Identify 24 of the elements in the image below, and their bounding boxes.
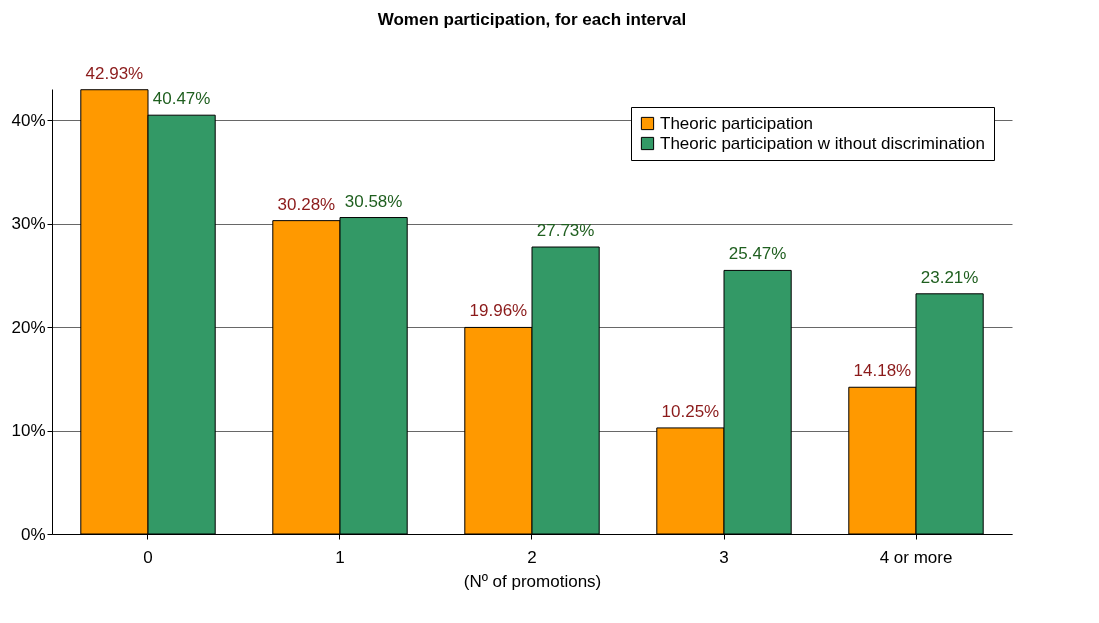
data-label: 27.73% [536,221,595,241]
y-tick-label: 10% [11,421,46,441]
x-tick-label: 2 [527,547,537,567]
data-label: 19.96% [469,301,528,321]
x-axis-title: (Nº of promotions) [463,571,602,591]
y-tick-label: 30% [11,214,46,234]
y-tick-label: 40% [11,110,46,130]
data-label: 30.58% [344,191,403,211]
data-label: 30.28% [277,194,336,214]
data-label: 25.47% [728,244,787,264]
data-label: 14.18% [853,361,912,381]
data-label: 10.25% [661,401,720,421]
x-tick-label: 3 [719,547,729,567]
x-tick-label: 4 or more [879,547,953,567]
y-tick-label: 20% [11,317,46,337]
legend-label: Theoric participation [660,113,814,133]
legend-label: Theoric participation w ithout discrimination [660,133,986,153]
y-tick-label: 0% [20,524,46,544]
chart-title: Women participation, for each interval [377,9,687,29]
x-tick-label: 1 [335,547,345,567]
data-label: 42.93% [85,63,144,83]
data-label: 40.47% [152,89,211,109]
data-label: 23.21% [920,267,979,287]
x-tick-label: 0 [143,547,153,567]
